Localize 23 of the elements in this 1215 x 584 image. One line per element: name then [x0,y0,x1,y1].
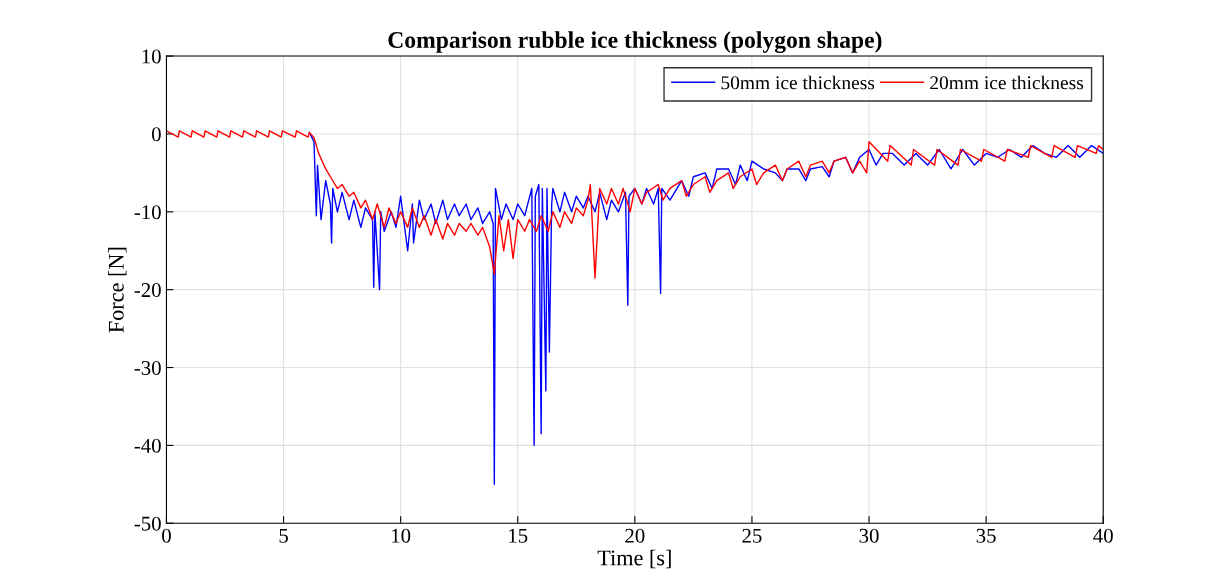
y-tick-label: -50 [134,516,161,531]
x-tick-label: 5 [279,528,288,543]
line-series [308,131,1104,486]
chart-title: Comparison rubble ice thickness (polygon shape) [388,31,882,53]
x-tick-label: 10 [392,528,411,543]
x-tick-label: 15 [509,528,528,543]
x-tick-label: 30 [859,528,879,543]
y-axis-title: Force [N] [108,247,127,333]
x-tick-label: 20 [625,528,645,543]
y-tick-label: -20 [134,283,161,298]
y-tick-label: 0 [151,127,161,142]
y-tick-label: -10 [134,205,161,220]
x-tick-label: 35 [976,528,996,543]
y-tick-label: -30 [134,360,161,375]
y-tick-label: -40 [134,438,161,453]
x-tick-label: 0 [162,528,171,543]
line-series [166,130,1104,279]
x-tick-label: 40 [1093,528,1113,543]
x-axis-title: Time [s] [597,549,671,569]
y-tick-label: 10 [142,49,161,64]
legend-label: 20mm ice thickness [930,75,1084,90]
legend-label: 50mm ice thickness [721,75,875,90]
x-tick-label: 25 [742,528,762,543]
